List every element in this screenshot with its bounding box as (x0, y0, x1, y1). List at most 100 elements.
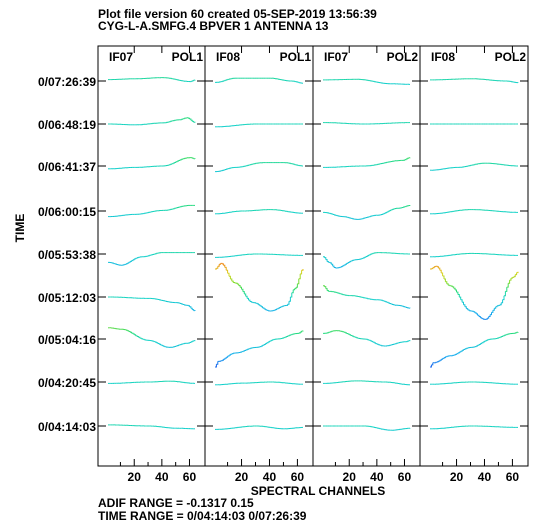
trace-segment (286, 304, 289, 306)
bandpass-trace (108, 117, 196, 126)
trace-segment (289, 334, 291, 336)
trace-segment (497, 337, 499, 339)
trace-segment (327, 332, 329, 334)
trace-segment (382, 213, 385, 215)
trace-segment (222, 359, 224, 361)
trace-segment (342, 331, 345, 333)
trace-segment (262, 344, 265, 346)
trace-segment (502, 295, 505, 301)
trace-segment (190, 157, 193, 159)
trace-segment (502, 335, 505, 337)
trace-segment (480, 342, 483, 345)
panel-frame-1 (97, 45, 206, 467)
trace-segment (494, 306, 497, 309)
trace-segment (371, 340, 374, 343)
trace-segment (179, 303, 182, 304)
trace-segment (300, 270, 303, 275)
bandpass-trace (108, 424, 195, 430)
trace-segment (508, 280, 511, 284)
trace-segment (431, 267, 434, 270)
bandpass-trace (430, 209, 518, 215)
trace-segment (124, 329, 127, 331)
trace-segment (506, 283, 509, 288)
panel-frame-2 (204, 45, 314, 467)
trace-segment (216, 361, 219, 365)
trace-segment (283, 337, 286, 339)
trace-segment (220, 360, 223, 362)
trace-segment (181, 118, 184, 120)
trace-segment (141, 338, 143, 340)
trace-segment (298, 332, 301, 334)
x-tick-label: 40 (370, 470, 384, 484)
trace-segment (324, 286, 327, 289)
bandpass-trace (108, 77, 196, 83)
trace-segment (223, 358, 226, 360)
trace-segment (383, 300, 386, 302)
trace-segment (368, 339, 371, 341)
bandpass-trace (215, 209, 303, 215)
plot-header-version: Plot file version 60 created 05-SEP-2019… (98, 7, 377, 21)
trace-segment (188, 117, 190, 119)
trace-segment (462, 349, 464, 351)
trace-segment (464, 348, 467, 350)
trace-segment (513, 274, 516, 278)
trace-segment (345, 332, 347, 334)
trace-segment (245, 349, 248, 351)
trace-segment (223, 80, 226, 82)
trace-segment (325, 259, 328, 262)
trace-segment (501, 335, 504, 337)
trace-segment (223, 169, 226, 171)
trace-segment (247, 348, 249, 350)
plot-header-source: CYG-L-A.SMFG.4 BPVER 1 ANTENNA 13 (98, 19, 329, 33)
bandpass-trace (430, 78, 519, 84)
time-tick-label: 0/06:41:37 (38, 160, 96, 174)
trace-segment (445, 356, 448, 358)
trace-segment (262, 307, 265, 309)
panel-frame-4 (419, 45, 529, 467)
trace-segment (437, 266, 439, 269)
trace-segment (346, 333, 349, 335)
trace-segment (457, 294, 460, 298)
trace-segment (515, 332, 518, 334)
trace-segment (224, 169, 227, 170)
trace-segment (435, 265, 438, 267)
trace-segment (157, 343, 160, 345)
trace-segment (437, 361, 439, 363)
trace-segment (343, 264, 346, 266)
trace-segment (390, 209, 393, 211)
trace-segment (438, 360, 441, 362)
trace-segment (341, 265, 343, 268)
trace-segment (387, 210, 390, 212)
trace-segment (261, 306, 263, 308)
trace-segment (153, 341, 156, 343)
x-tick-label: 60 (506, 470, 520, 484)
trace-segment (403, 159, 405, 161)
trace-segment (248, 348, 251, 350)
bandpass-trace (323, 157, 411, 168)
trace-segment (390, 303, 393, 305)
trace-segment (190, 341, 193, 343)
trace-segment (266, 309, 269, 311)
trace-segment (126, 263, 128, 265)
trace-segment (177, 345, 179, 347)
trace-segment (341, 293, 343, 295)
trace-segment (491, 310, 494, 313)
trace-segment (182, 304, 185, 305)
trace-segment (515, 272, 518, 276)
trace-segment (192, 309, 195, 311)
trace-segment (453, 287, 456, 290)
trace-segment (385, 212, 387, 214)
trace-segment (258, 304, 261, 306)
bandpass-trace (215, 330, 304, 368)
trace-segment (124, 263, 127, 265)
time-tick-label: 0/07:26:39 (38, 75, 96, 89)
trace-segment (389, 303, 392, 304)
trace-segment (323, 285, 325, 287)
trace-segment (142, 338, 145, 340)
trace-segment (217, 264, 220, 267)
trace-segment (473, 311, 476, 313)
trace-segment (332, 265, 335, 268)
trace-segment (174, 346, 177, 347)
trace-segment (266, 341, 269, 344)
